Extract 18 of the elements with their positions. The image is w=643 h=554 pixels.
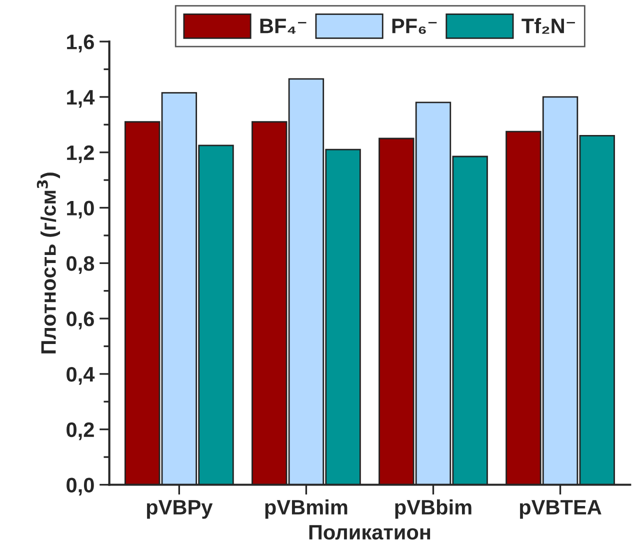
x-axis-title: Поликатион bbox=[309, 525, 430, 540]
legend-label: BF₄⁻ bbox=[260, 18, 306, 34]
x-tick-label: pVBmim bbox=[265, 499, 348, 519]
x-tick-label: pVBbim bbox=[395, 499, 472, 519]
x-tick-label: pVBPy bbox=[146, 500, 213, 519]
y-tick-label: 0,0 bbox=[66, 478, 94, 496]
x-tick-label: pVBTEA bbox=[520, 500, 602, 519]
y-tick-label: 0,6 bbox=[66, 312, 94, 330]
y-tick-label: 0,8 bbox=[66, 256, 94, 274]
y-tick-label: 1,6 bbox=[67, 34, 94, 52]
y-tick-label: 0,2 bbox=[66, 422, 94, 440]
y-tick-label: 0,4 bbox=[66, 366, 95, 385]
y-tick-label: 1,2 bbox=[67, 145, 94, 164]
y-tick-label: 1,4 bbox=[67, 90, 95, 108]
legend-label: Tf₂N⁻ bbox=[522, 18, 575, 34]
legend-label: PF₆⁻ bbox=[392, 18, 437, 34]
y-axis-title: Плотность (г/см$^{3}$) bbox=[36, 172, 60, 354]
y-tick-label: 1,0 bbox=[67, 200, 94, 219]
